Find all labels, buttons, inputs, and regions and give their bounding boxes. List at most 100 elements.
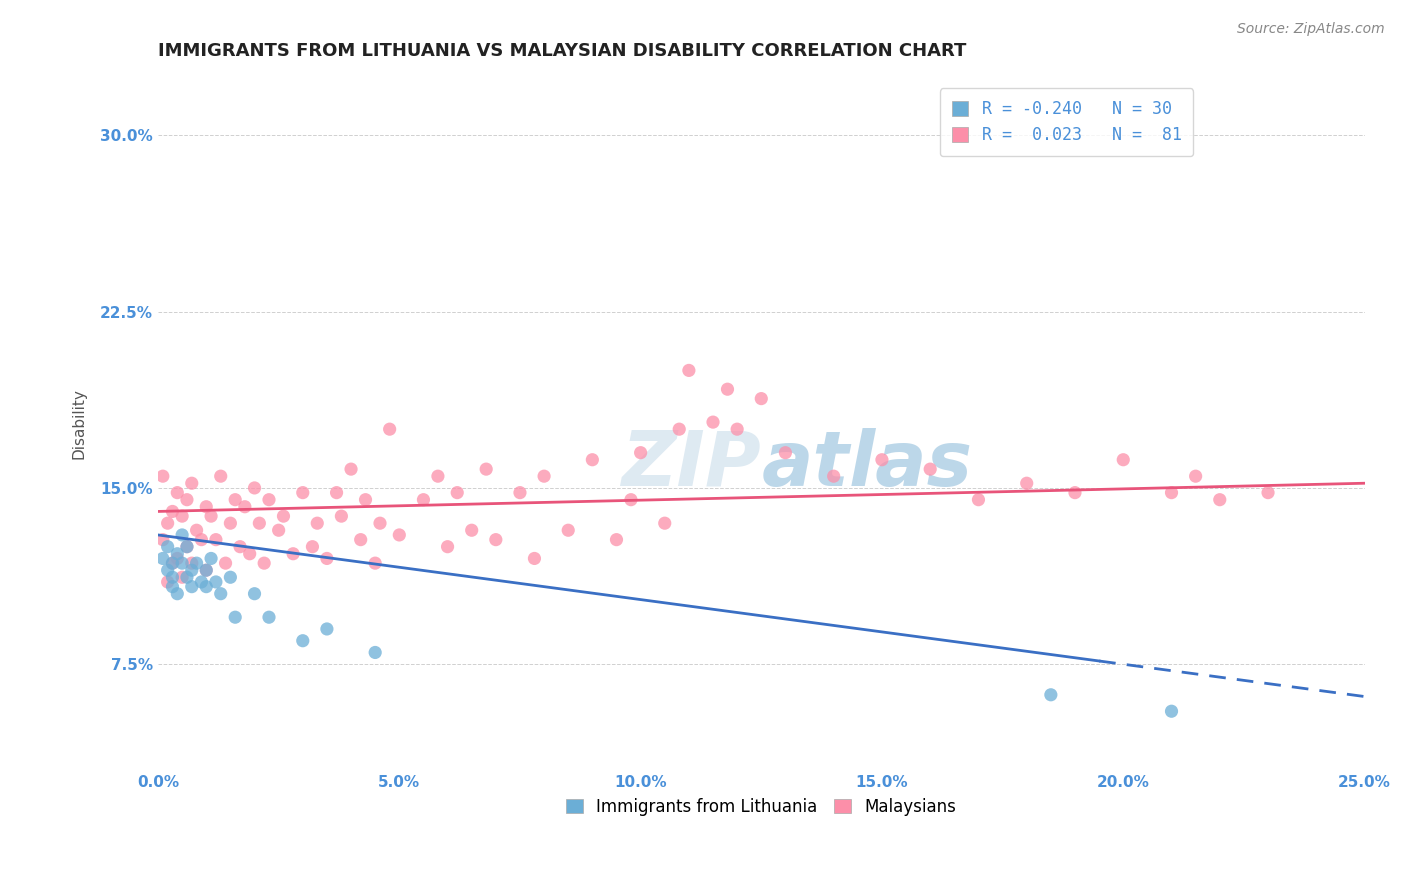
Point <box>152 469 174 483</box>
Point <box>152 533 174 547</box>
Point <box>749 392 772 406</box>
Point <box>1209 492 1232 507</box>
Point <box>209 469 232 483</box>
Point <box>156 540 179 554</box>
Point <box>581 452 603 467</box>
Point <box>1064 485 1087 500</box>
Point <box>426 469 449 483</box>
Text: IMMIGRANTS FROM LITHUANIA VS MALAYSIAN DISABILITY CORRELATION CHART: IMMIGRANTS FROM LITHUANIA VS MALAYSIAN D… <box>157 42 966 60</box>
Text: atlas: atlas <box>761 428 973 502</box>
Point <box>166 485 188 500</box>
Point <box>378 422 401 436</box>
Point <box>180 556 202 570</box>
Point <box>291 485 314 500</box>
Legend: Immigrants from Lithuania, Malaysians: Immigrants from Lithuania, Malaysians <box>558 789 965 824</box>
Point <box>190 574 212 589</box>
Point <box>195 580 218 594</box>
Point <box>281 547 304 561</box>
Point <box>156 516 179 531</box>
Point <box>316 622 339 636</box>
Point <box>1184 469 1206 483</box>
Point <box>668 422 690 436</box>
Point <box>920 462 942 476</box>
Point <box>364 645 387 659</box>
Point <box>605 533 627 547</box>
Point <box>1160 485 1182 500</box>
Point <box>190 533 212 547</box>
Point <box>243 587 266 601</box>
Point <box>162 556 184 570</box>
Point <box>162 580 184 594</box>
Point <box>200 509 222 524</box>
Point <box>166 551 188 566</box>
Point <box>214 556 236 570</box>
Point <box>162 504 184 518</box>
Point <box>870 452 893 467</box>
Point <box>224 610 246 624</box>
Point <box>557 523 579 537</box>
Point <box>229 540 252 554</box>
Point <box>243 481 266 495</box>
Point <box>224 492 246 507</box>
Point <box>475 462 498 476</box>
Point <box>257 610 280 624</box>
Point <box>166 587 188 601</box>
Point <box>1015 476 1038 491</box>
Point <box>172 570 194 584</box>
Point <box>195 563 218 577</box>
Point <box>388 528 411 542</box>
Point <box>195 563 218 577</box>
Point <box>654 516 676 531</box>
Point <box>176 570 198 584</box>
Point <box>162 556 184 570</box>
Point <box>176 492 198 507</box>
Point <box>533 469 555 483</box>
Point <box>350 533 373 547</box>
Point <box>166 547 188 561</box>
Text: Source: ZipAtlas.com: Source: ZipAtlas.com <box>1237 22 1385 37</box>
Point <box>1160 704 1182 718</box>
Point <box>267 523 290 537</box>
Point <box>195 500 218 514</box>
Point <box>354 492 377 507</box>
Point <box>630 445 652 459</box>
Point <box>301 540 323 554</box>
Point <box>446 485 468 500</box>
Point <box>172 528 194 542</box>
Point <box>340 462 363 476</box>
Point <box>219 516 242 531</box>
Point <box>412 492 434 507</box>
Point <box>176 540 198 554</box>
Point <box>725 422 748 436</box>
Point <box>219 570 242 584</box>
Point <box>200 551 222 566</box>
Point <box>180 563 202 577</box>
Point <box>330 509 353 524</box>
Text: ZIP: ZIP <box>621 428 761 502</box>
Point <box>823 469 845 483</box>
Point <box>172 556 194 570</box>
Point <box>152 551 174 566</box>
Point <box>186 556 208 570</box>
Point <box>205 574 228 589</box>
Point <box>775 445 797 459</box>
Point <box>460 523 482 537</box>
Point <box>291 633 314 648</box>
Point <box>273 509 295 524</box>
Point <box>162 570 184 584</box>
Point <box>485 533 508 547</box>
Point <box>239 547 262 561</box>
Point <box>368 516 391 531</box>
Point <box>702 415 724 429</box>
Point <box>509 485 531 500</box>
Point <box>186 523 208 537</box>
Point <box>325 485 347 500</box>
Point <box>172 509 194 524</box>
Point <box>716 382 738 396</box>
Point <box>253 556 276 570</box>
Point <box>436 540 458 554</box>
Point <box>156 574 179 589</box>
Point <box>180 580 202 594</box>
Point <box>1039 688 1062 702</box>
Point <box>1257 485 1279 500</box>
